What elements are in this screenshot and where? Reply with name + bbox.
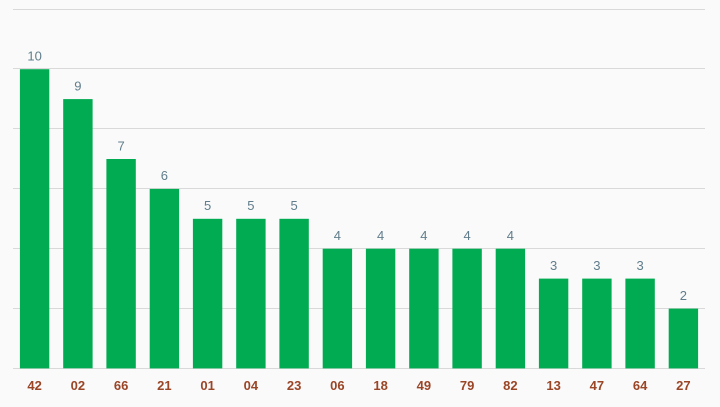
svg-text:13: 13 (546, 378, 560, 393)
svg-text:06: 06 (330, 378, 344, 393)
svg-text:79: 79 (460, 378, 474, 393)
svg-text:49: 49 (417, 378, 431, 393)
svg-text:47: 47 (590, 378, 604, 393)
svg-text:21: 21 (157, 378, 171, 393)
svg-text:3: 3 (593, 258, 600, 273)
svg-text:4: 4 (420, 228, 427, 243)
svg-text:64: 64 (633, 378, 648, 393)
svg-text:23: 23 (287, 378, 301, 393)
svg-text:5: 5 (204, 198, 211, 213)
svg-text:01: 01 (200, 378, 214, 393)
svg-text:02: 02 (71, 378, 85, 393)
svg-text:4: 4 (377, 228, 384, 243)
svg-text:9: 9 (74, 78, 81, 93)
svg-text:4: 4 (507, 228, 514, 243)
svg-text:4: 4 (463, 228, 470, 243)
svg-text:5: 5 (247, 198, 254, 213)
svg-text:10: 10 (27, 49, 41, 64)
svg-text:04: 04 (244, 378, 259, 393)
svg-text:4: 4 (334, 228, 341, 243)
svg-text:2: 2 (680, 288, 687, 303)
svg-text:42: 42 (27, 378, 41, 393)
svg-text:3: 3 (636, 258, 643, 273)
svg-text:18: 18 (373, 378, 387, 393)
svg-text:3: 3 (550, 258, 557, 273)
svg-text:6: 6 (161, 168, 168, 183)
svg-text:7: 7 (117, 138, 124, 153)
svg-text:82: 82 (503, 378, 517, 393)
svg-text:5: 5 (290, 198, 297, 213)
svg-text:66: 66 (114, 378, 128, 393)
svg-text:27: 27 (676, 378, 690, 393)
